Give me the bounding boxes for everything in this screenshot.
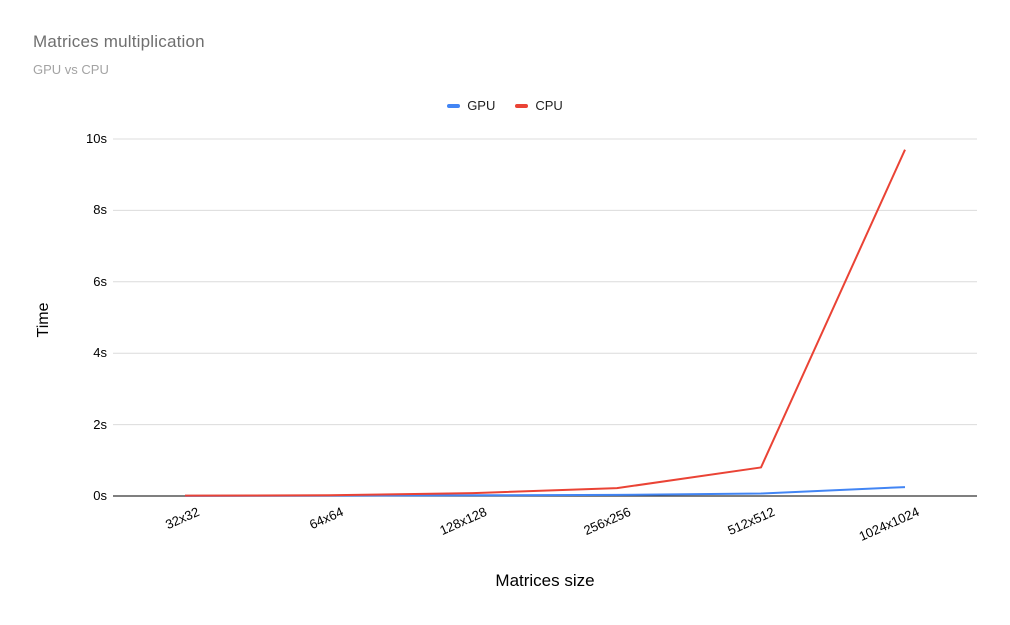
legend-swatch-icon	[447, 103, 461, 108]
legend-label: GPU	[467, 98, 496, 113]
x-axis-title: Matrices size	[495, 571, 595, 590]
chart-title: Matrices multiplication	[33, 32, 205, 51]
y-tick-label: 10s	[86, 131, 107, 146]
y-tick-label: 2s	[93, 416, 107, 432]
legend-item-cpu: CPU	[515, 98, 563, 113]
legend-item-gpu: GPU	[447, 98, 495, 113]
legend-swatch-icon	[515, 103, 529, 108]
y-tick-label: 8s	[93, 202, 107, 218]
chart-subtitle: GPU vs CPU	[33, 62, 109, 77]
legend: GPU CPU	[0, 98, 1010, 113]
y-axis-title: Time	[35, 302, 52, 338]
y-tick-label: 6s	[93, 273, 107, 289]
y-tick-label: 4s	[93, 345, 107, 361]
series-line-cpu	[184, 149, 906, 497]
y-tick-label: 0s	[93, 488, 107, 503]
legend-label: CPU	[535, 98, 563, 113]
